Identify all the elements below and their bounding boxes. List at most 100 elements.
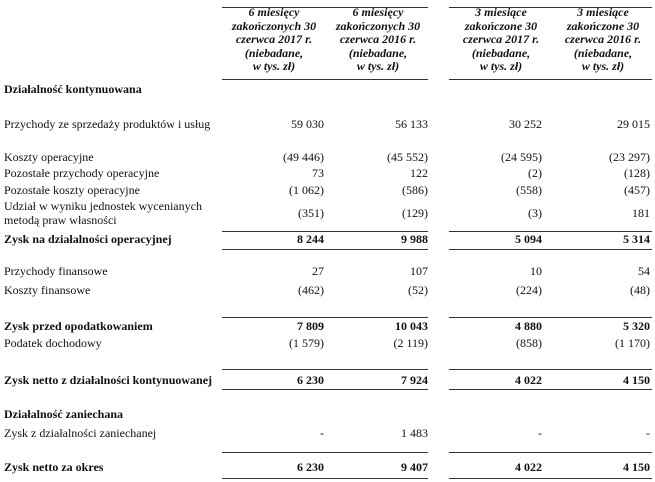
divider-line — [222, 317, 428, 318]
cell-value: (224) — [516, 283, 542, 297]
row-label: Przychody finansowe — [4, 264, 234, 278]
row-label-text: Pozostałe przychody operacyjne — [4, 166, 160, 180]
row-label-text: Zysk netto za okres — [4, 460, 104, 474]
cell-value: (128) — [624, 166, 650, 180]
row-label-text: metodą praw własności — [4, 213, 117, 227]
cell-value: 1 483 — [401, 426, 428, 440]
row-label: Zysk z działalności zaniechanej — [4, 426, 234, 440]
column-header-line: w tys. zł) — [356, 59, 400, 73]
row-label: Zysk na działalności operacyjnej — [4, 232, 234, 246]
row-label-text: Koszty finansowe — [4, 283, 91, 297]
divider-line — [449, 389, 652, 390]
cell-value: (23 297) — [609, 150, 650, 164]
cell-value: 29 015 — [617, 117, 650, 131]
column-header-line: (niebadane, — [471, 45, 531, 60]
divider-line — [222, 79, 428, 80]
cell-value: 59 030 — [291, 117, 324, 131]
cell-value: (2 119) — [393, 336, 428, 350]
row-label-text: Zysk netto z działalności kontynuowanej — [4, 373, 213, 387]
row-label: Pozostałe przychody operacyjne — [4, 166, 234, 180]
cell-value: 5 094 — [515, 232, 542, 246]
column-header-line: czerwca 2016 r. — [339, 32, 417, 46]
divider-line — [222, 478, 428, 479]
row-label: Pozostałe koszty operacyjne — [4, 183, 234, 197]
column-header-line: zakończone 30 — [566, 18, 640, 33]
row-label-text: Pozostałe koszty operacyjne — [4, 183, 140, 197]
column-header-line: zakończonych 30 — [231, 18, 317, 33]
column-header: 3 miesiące zakończone 30 czerwca 2017 r. (n… — [449, 5, 553, 74]
cell-value: (48) — [630, 283, 650, 297]
cell-value: (52) — [408, 283, 428, 297]
cell-value: (45 552) — [387, 150, 428, 164]
cell-value: (1 062) — [289, 183, 324, 197]
divider-line — [449, 249, 652, 250]
cell-value: 7 809 — [297, 319, 324, 333]
cell-value: 27 — [312, 264, 324, 278]
cell-value: 6 230 — [297, 460, 324, 474]
row-label-text: Zysk przed opodatkowaniem — [4, 319, 153, 333]
cell-value: 7 924 — [401, 373, 428, 387]
cell-value: - — [320, 426, 324, 440]
row-label: Zysk netto z działalności kontynuowanej — [4, 373, 234, 387]
row-label-text: Działalność zaniechana — [4, 407, 123, 421]
column-header: 3 miesiące zakończone 30 czerwca 2016 r. (n… — [551, 5, 655, 74]
row-label: Udział w wyniku jednostek wycenianych met… — [4, 199, 234, 227]
cell-value: 4 150 — [623, 460, 650, 474]
row-label-text: Przychody ze sprzedaży produktów i usług — [4, 117, 211, 131]
cell-value: 5 320 — [623, 319, 650, 333]
column-header-line: czerwca 2017 r. — [235, 32, 313, 46]
row-label: Zysk przed opodatkowaniem — [4, 319, 234, 333]
divider-line — [449, 369, 652, 370]
cell-value: (129) — [402, 206, 428, 220]
cell-value: (462) — [298, 283, 324, 297]
cell-value: - — [538, 426, 542, 440]
cell-value: 5 314 — [623, 232, 650, 246]
row-label-text: Działalność kontynuowana — [4, 82, 142, 96]
cell-value: 54 — [638, 264, 650, 278]
divider-line — [222, 369, 428, 370]
cell-value: 73 — [312, 166, 324, 180]
divider-line — [222, 452, 428, 453]
column-header-line: (niebadane, — [573, 45, 633, 60]
cell-value: (24 595) — [501, 150, 542, 164]
row-label-text: Udział w wyniku jednostek wycenianych — [4, 199, 202, 213]
cell-value: 4 022 — [515, 460, 542, 474]
cell-value: - — [646, 426, 650, 440]
column-header-line: (niebadane, — [348, 45, 408, 60]
row-label: Zysk netto za okres — [4, 460, 234, 474]
divider-line — [449, 231, 652, 232]
column-header-line: zakończone 30 — [464, 18, 538, 33]
column-header: 6 miesięcy zakończonych 30 czerwca 2017 r.… — [222, 5, 326, 74]
cell-value: 56 133 — [395, 117, 428, 131]
row-label-text: Zysk z działalności zaniechanej — [4, 426, 157, 440]
row-label: Koszty operacyjne — [4, 150, 234, 164]
divider-line — [222, 249, 428, 250]
cell-value: (586) — [402, 183, 428, 197]
column-header-line: w tys. zł) — [252, 59, 296, 73]
column-header-line: zakończonych 30 — [335, 18, 421, 33]
divider-line — [449, 7, 652, 8]
cell-value: 8 244 — [297, 232, 324, 246]
row-label-text: Podatek dochodowy — [4, 336, 102, 350]
row-label: Działalność zaniechana — [4, 407, 234, 421]
column-header-line: 3 miesiące — [475, 5, 527, 19]
cell-value: 6 230 — [297, 373, 324, 387]
row-label-text: Przychody finansowe — [4, 264, 108, 278]
cell-value: (558) — [516, 183, 542, 197]
divider-line — [449, 452, 652, 453]
cell-value: 4 880 — [515, 319, 542, 333]
cell-value: (858) — [516, 336, 542, 350]
column-header-line: 6 miesięcy — [248, 5, 300, 19]
cell-value: (2) — [528, 166, 542, 180]
cell-value: 122 — [410, 166, 428, 180]
cell-value: 9 407 — [401, 460, 428, 474]
cell-value: 10 — [530, 264, 542, 278]
column-header-line: 3 miesiące — [577, 5, 629, 19]
column-header-line: czerwca 2016 r. — [564, 32, 642, 46]
cell-value: 10 043 — [395, 319, 428, 333]
cell-value: (3) — [528, 206, 542, 220]
divider-line — [222, 231, 428, 232]
row-label: Działalność kontynuowana — [4, 82, 234, 96]
cell-value: (457) — [624, 183, 650, 197]
divider-line — [222, 7, 428, 8]
